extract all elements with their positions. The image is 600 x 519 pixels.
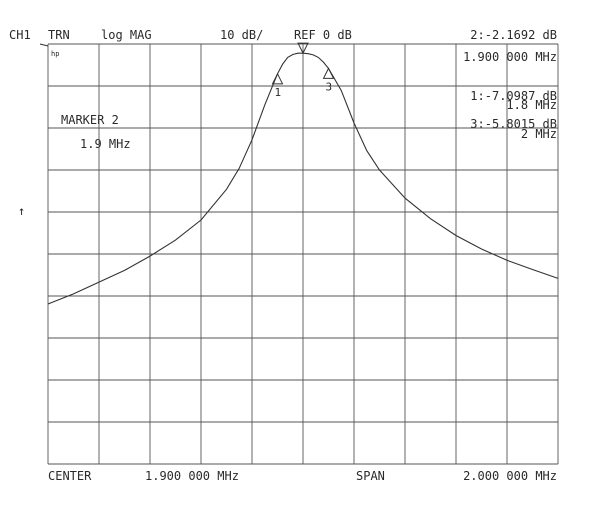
- scale-label: 10 dB/: [220, 28, 264, 42]
- channel-label: CH1: [9, 28, 31, 42]
- marker-label: 3: [326, 80, 333, 93]
- marker-panel-title: MARKER 2: [61, 113, 119, 127]
- marker-3: 3: [322, 67, 335, 93]
- span-value: 2.000 000 MHz: [463, 469, 557, 483]
- center-value: 1.900 000 MHz: [145, 469, 239, 483]
- marker-label: 1: [275, 86, 282, 99]
- marker-triangle: [271, 72, 284, 85]
- format-label: log MAG: [101, 28, 152, 42]
- marker-1-readout: 1:-7.0987 dB: [470, 89, 557, 103]
- marker-triangle: [322, 67, 335, 79]
- marker-2: [297, 42, 309, 55]
- hp-logo: hp: [51, 50, 60, 58]
- span-label: SPAN: [356, 469, 385, 483]
- marker-1-frequency: 1.8 MHz: [506, 98, 557, 112]
- marker-3-frequency: 2 MHz: [520, 127, 557, 141]
- marker-1: 1: [271, 72, 284, 99]
- reference-line-marker: [39, 43, 49, 47]
- reference-position-arrow: ↑: [18, 204, 26, 218]
- marker-panel-value: 1.9 MHz: [80, 137, 131, 151]
- marker-3-readout: 3:-5.8015 dB: [470, 117, 557, 131]
- active-marker-frequency: 1.900 000 MHz: [463, 50, 557, 64]
- reference-label: REF 0 dB: [294, 28, 352, 42]
- measurement-label: TRN: [48, 28, 70, 42]
- active-marker-readout: 2:-2.1692 dB: [470, 28, 557, 42]
- center-label: CENTER: [48, 469, 92, 483]
- graticule: [47, 43, 559, 465]
- marker-triangle: [297, 42, 309, 55]
